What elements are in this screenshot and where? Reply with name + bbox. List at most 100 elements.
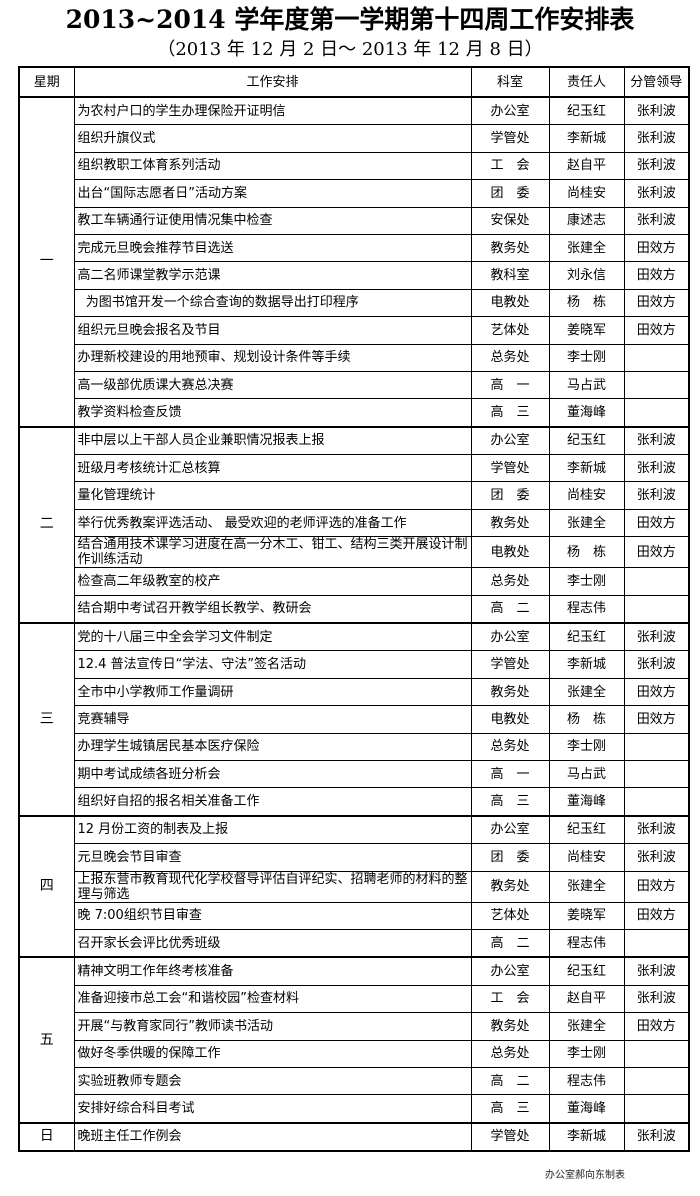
table-row: 出台“国际志愿者日”活动方案团 委尚桂安 张利波 bbox=[19, 179, 690, 208]
table-row: 全市中小学教师工作量调研 教务处 张建全 田效方 bbox=[19, 677, 690, 707]
person-cell: 纪玉红 bbox=[548, 814, 625, 845]
table-row: 期中考试成绩各班分析会高 一马占武 bbox=[19, 759, 690, 789]
task-cell: 上报东营市教育现代化学校督导评估自评纪实、招聘老师的材料的整理与筛选 bbox=[73, 870, 472, 903]
dept-cell: 艺体处 bbox=[470, 316, 550, 345]
task-cell: 教工车辆通行证使用情况集中检查 bbox=[73, 206, 472, 235]
task-cell: 晚 7:00组织节目审查 bbox=[73, 901, 472, 930]
person-cell: 张建全 bbox=[548, 677, 625, 707]
table-row: 为图书馆开发一个综合查询的数据导出打印程序 电教处杨 栋田效方 bbox=[19, 288, 690, 318]
day-cell: 五 bbox=[18, 956, 75, 1124]
leader-cell: 张利波 bbox=[623, 179, 690, 208]
dept-cell: 高 二 bbox=[470, 928, 550, 958]
page-title: 2013~2014 学年度第一学期第十四周工作安排表 bbox=[65, 5, 635, 34]
table-row: 高一级部优质课大赛总决赛高 一马占武 bbox=[19, 370, 690, 400]
leader-cell bbox=[623, 1066, 690, 1096]
person-cell: 李士刚 bbox=[548, 343, 625, 372]
person-cell: 董海峰 bbox=[548, 787, 625, 817]
task-cell: 非中层以上干部人员企业兼职情况报表上报 bbox=[73, 425, 472, 456]
table-row: 组织好自招的报名相关准备工作高 三董海峰 bbox=[19, 787, 690, 817]
dept-cell: 高 三 bbox=[470, 787, 550, 817]
footer-note: 办公室郝向东制表 bbox=[545, 1170, 625, 1181]
person-cell: 尚桂安 bbox=[548, 481, 625, 510]
task-cell: 为图书馆开发一个综合查询的数据导出打印程序 bbox=[73, 288, 472, 318]
dept-cell: 教科室 bbox=[470, 261, 550, 290]
leader-cell bbox=[623, 370, 690, 400]
table-row: 量化管理统计团 委尚桂安 张利波 bbox=[19, 481, 690, 510]
header-person: 责任人 bbox=[548, 66, 625, 98]
task-cell: 精神文明工作年终考核准备 bbox=[73, 956, 472, 986]
dept-cell: 高 二 bbox=[470, 594, 550, 624]
task-cell: 组织好自招的报名相关准备工作 bbox=[73, 787, 472, 817]
table-row: 四 12 月份工资的制表及上报 办公室 纪玉红 张利波 bbox=[18, 814, 690, 958]
person-cell: 李新城 bbox=[548, 124, 625, 153]
dept-cell: 总务处 bbox=[470, 343, 550, 372]
leader-cell: 田效方 bbox=[623, 870, 690, 903]
dept-cell: 教务处 bbox=[470, 1012, 550, 1041]
date-range: （2013 年 12 月 2 日～ 2013 年 12 月 8 日） bbox=[157, 39, 543, 60]
leader-cell: 田效方 bbox=[623, 536, 690, 569]
leader-cell: 张利波 bbox=[623, 124, 690, 153]
task-cell: 12.4 普法宣传日“学法、守法”签名活动 bbox=[73, 650, 472, 679]
day-cell: 二 bbox=[18, 425, 75, 624]
leader-cell: 张利波 bbox=[623, 814, 690, 845]
leader-cell: 田效方 bbox=[623, 705, 690, 734]
task-cell: 高一级部优质课大赛总决赛 bbox=[73, 370, 472, 400]
task-cell: 班级月考核统计汇总核算 bbox=[73, 454, 472, 483]
day-cell: 一 bbox=[18, 96, 75, 428]
table-row: 做好冬季供暖的保障工作 总务处 李士刚 bbox=[19, 1039, 690, 1068]
person-cell: 李士刚 bbox=[548, 732, 625, 761]
schedule-table: 星期 工作安排 科室 责任人 分管领导 一为农村户口的学生办理保险开证明信 办公室… bbox=[18, 66, 690, 1153]
dept-cell: 工 会 bbox=[470, 151, 550, 181]
table-row: 上报东营市教育现代化学校督导评估自评纪实、招聘老师的材料的整理与筛选 教务处 张建全… bbox=[19, 870, 690, 903]
person-cell: 李新城 bbox=[548, 650, 625, 679]
task-cell: 实验班教师专题会 bbox=[73, 1066, 472, 1096]
table-row: 三党的十八届三中全会学习文件制定 办公室 纪玉红 张利波 bbox=[18, 622, 690, 817]
task-cell: 元旦晚会节目审查 bbox=[73, 843, 472, 872]
dept-cell: 高 二 bbox=[470, 1066, 550, 1096]
task-cell: 办理新校建设的用地预审、规划设计条件等手续 bbox=[73, 343, 472, 372]
person-cell: 张建全 bbox=[548, 1012, 625, 1041]
leader-cell: 田效方 bbox=[623, 508, 690, 538]
header-day: 星期 bbox=[18, 66, 75, 98]
task-cell: 办理学生城镇居民基本医疗保险 bbox=[73, 732, 472, 761]
table-row: 结合通用技术课学习进度在高一分木工、钳工、结构三类开展设计制作训练活动 电教处杨 … bbox=[19, 536, 690, 569]
person-cell: 李士刚 bbox=[548, 1039, 625, 1068]
table-row: 召开家长会评比优秀班级高 二程志伟 bbox=[19, 928, 690, 958]
person-cell: 杨 栋 bbox=[548, 536, 625, 569]
dept-cell: 电教处 bbox=[470, 705, 550, 734]
leader-cell bbox=[623, 594, 690, 624]
table-row: 高二名师课堂教学示范课 教科室 刘永信 田效方 bbox=[19, 261, 690, 290]
person-cell: 姜晓军 bbox=[548, 901, 625, 930]
table-row: 实验班教师专题会高 二程志伟 bbox=[19, 1066, 690, 1096]
day-cell: 日 bbox=[18, 1121, 75, 1152]
leader-cell bbox=[623, 759, 690, 789]
leader-cell bbox=[623, 1094, 690, 1124]
person-cell: 马占武 bbox=[548, 370, 625, 400]
table-row: 组织升旗仪式 学管处 李新城 张利波 bbox=[19, 124, 690, 153]
table-row: 组织元旦晚会报名及节目 艺体处 姜晓军 田效方 bbox=[19, 316, 690, 345]
dept-cell: 办公室 bbox=[470, 814, 550, 845]
table-row: 办理新校建设的用地预审、规划设计条件等手续 总务处 李士刚 bbox=[19, 343, 690, 372]
task-cell: 举行优秀教案评选活动、 最受欢迎的老师评选的准备工作 bbox=[73, 508, 472, 538]
dept-cell: 高 三 bbox=[470, 398, 550, 428]
leader-cell: 张利波 bbox=[623, 984, 690, 1014]
person-cell: 程志伟 bbox=[548, 1066, 625, 1096]
table-row: 开展“与教育家同行”教师读书活动 教务处 张建全 田效方 bbox=[19, 1012, 690, 1041]
person-cell: 李士刚 bbox=[548, 567, 625, 596]
leader-cell: 张利波 bbox=[623, 956, 690, 986]
leader-cell: 田效方 bbox=[623, 233, 690, 263]
leader-cell bbox=[623, 567, 690, 596]
table-row: 准备迎接市总工会“和谐校园”检查材料工 会赵自平 张利波 bbox=[19, 984, 690, 1014]
task-cell: 高二名师课堂教学示范课 bbox=[73, 261, 472, 290]
task-cell: 出台“国际志愿者日”活动方案 bbox=[73, 179, 472, 208]
task-cell: 召开家长会评比优秀班级 bbox=[73, 928, 472, 958]
person-cell: 姜晓军 bbox=[548, 316, 625, 345]
leader-cell bbox=[623, 732, 690, 761]
task-cell: 准备迎接市总工会“和谐校园”检查材料 bbox=[73, 984, 472, 1014]
person-cell: 赵自平 bbox=[548, 151, 625, 181]
table-row: 一为农村户口的学生办理保险开证明信 办公室 纪玉红 张利波 bbox=[18, 96, 690, 428]
dept-cell: 学管处 bbox=[470, 124, 550, 153]
dept-cell: 学管处 bbox=[470, 650, 550, 679]
dept-cell: 学管处 bbox=[470, 1121, 550, 1152]
leader-cell: 张利波 bbox=[623, 622, 690, 652]
